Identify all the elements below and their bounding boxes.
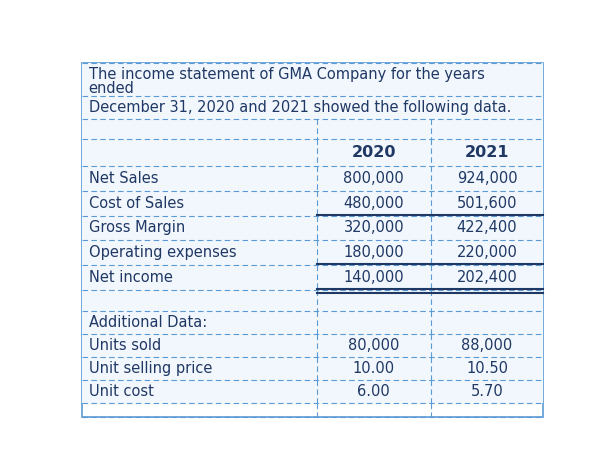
Text: 480,000: 480,000: [343, 196, 404, 211]
Text: 10.50: 10.50: [466, 361, 508, 376]
Text: ended: ended: [88, 81, 135, 96]
Bar: [82, 166, 543, 191]
Text: 501,600: 501,600: [457, 196, 517, 211]
Bar: [82, 95, 543, 119]
Text: 202,400: 202,400: [457, 270, 517, 285]
Bar: [82, 311, 543, 334]
Bar: [82, 63, 543, 95]
Text: Additional Data:: Additional Data:: [88, 315, 207, 330]
Text: Unit selling price: Unit selling price: [88, 361, 212, 376]
Bar: [82, 119, 543, 139]
Text: 800,000: 800,000: [343, 171, 404, 186]
Bar: [82, 290, 543, 311]
FancyBboxPatch shape: [82, 63, 543, 417]
Bar: [82, 240, 543, 265]
Text: 10.00: 10.00: [353, 361, 395, 376]
Bar: [82, 265, 543, 290]
Text: The income statement of GMA Company for the years: The income statement of GMA Company for …: [88, 67, 484, 82]
Text: 88,000: 88,000: [461, 338, 512, 353]
Bar: [82, 139, 543, 166]
Text: Unit cost: Unit cost: [88, 384, 154, 399]
Bar: [82, 357, 543, 380]
Text: Gross Margin: Gross Margin: [88, 220, 185, 236]
Bar: [82, 380, 543, 403]
Text: 2020: 2020: [351, 145, 396, 160]
Text: Units sold: Units sold: [88, 338, 161, 353]
Text: 140,000: 140,000: [343, 270, 404, 285]
Text: 5.70: 5.70: [471, 384, 503, 399]
Bar: [82, 191, 543, 216]
Text: 320,000: 320,000: [343, 220, 404, 236]
Text: Operating expenses: Operating expenses: [88, 245, 236, 260]
Text: December 31, 2020 and 2021 showed the following data.: December 31, 2020 and 2021 showed the fo…: [88, 100, 511, 114]
Text: Cost of Sales: Cost of Sales: [88, 196, 184, 211]
Bar: [82, 216, 543, 240]
Text: 2021: 2021: [465, 145, 509, 160]
Bar: [82, 334, 543, 357]
Text: 924,000: 924,000: [457, 171, 517, 186]
Text: Net Sales: Net Sales: [88, 171, 158, 186]
Text: 220,000: 220,000: [456, 245, 517, 260]
Text: 80,000: 80,000: [348, 338, 400, 353]
Text: Net income: Net income: [88, 270, 173, 285]
Text: 422,400: 422,400: [457, 220, 517, 236]
Text: 6.00: 6.00: [357, 384, 390, 399]
Text: 180,000: 180,000: [343, 245, 404, 260]
